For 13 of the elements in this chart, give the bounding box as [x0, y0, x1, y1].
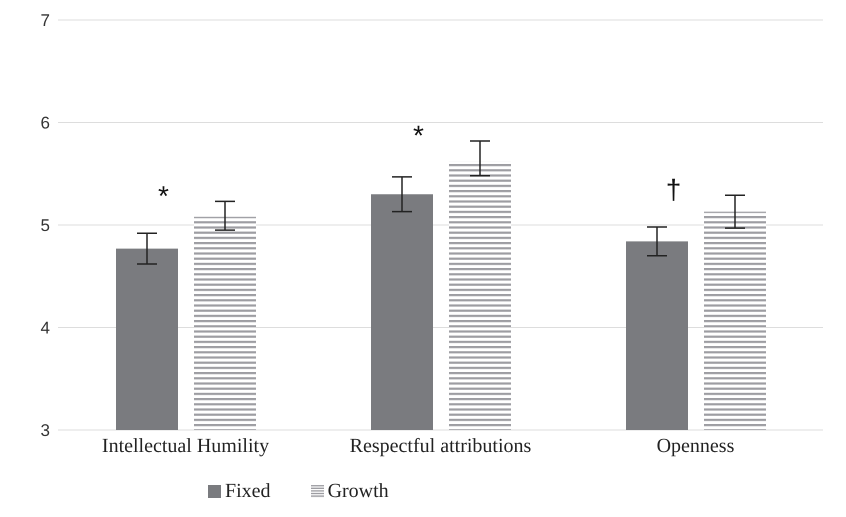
y-tick-label: 6	[40, 114, 50, 133]
x-tick-label: Openness	[656, 435, 735, 458]
x-tick-label: Intellectual Humility	[102, 435, 270, 458]
legend-label: Fixed	[225, 480, 271, 503]
y-tick-label: 5	[40, 216, 50, 236]
legend-label: Growth	[328, 480, 389, 503]
y-tick-label: 7	[40, 11, 50, 30]
y-tick-label: 4	[40, 318, 50, 338]
y-tick-label: 3	[40, 421, 50, 440]
x-tick-label: Respectful attributions	[350, 435, 532, 458]
annotation: *	[413, 120, 424, 151]
annotation: †	[666, 174, 682, 206]
annotation: *	[158, 180, 170, 212]
